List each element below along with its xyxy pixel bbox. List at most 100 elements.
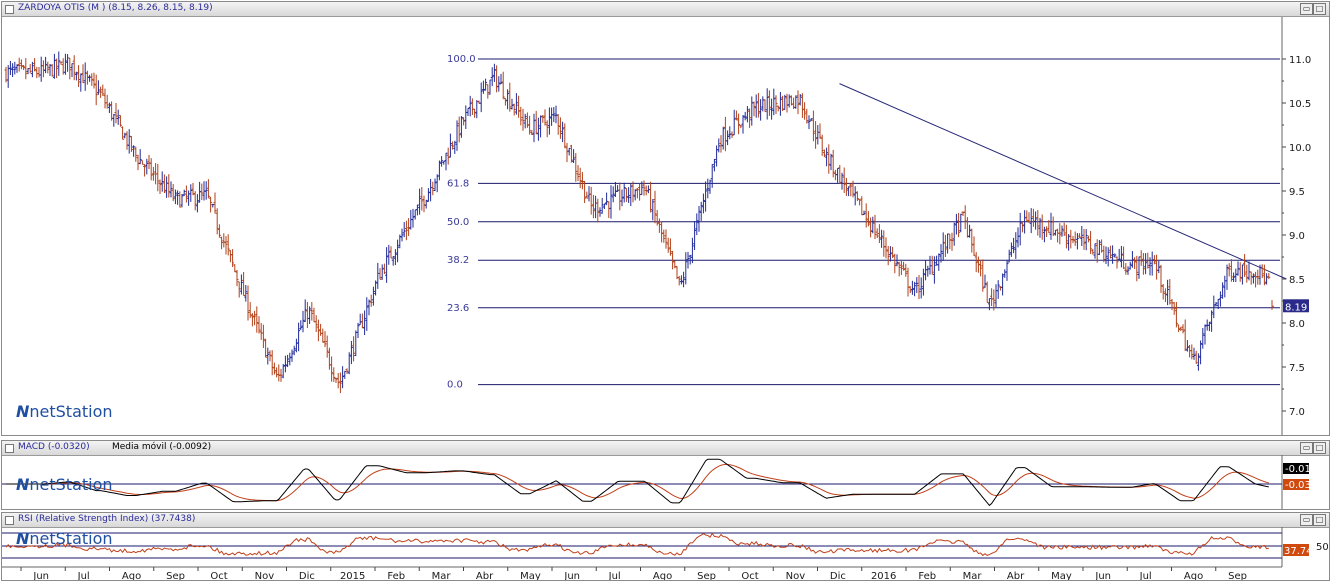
ohlc-bar	[1245, 264, 1249, 283]
ohlc-bar	[1203, 324, 1207, 345]
ohlc-bar	[178, 191, 182, 208]
price-titlebar: ZARDOYA OTIS (M ) (8.15, 8.26, 8.15, 8.1…	[2, 2, 1329, 17]
ohlc-bar	[503, 98, 507, 106]
ohlc-bar	[950, 232, 954, 251]
ohlc-bar	[1097, 240, 1101, 256]
ohlc-bar	[367, 299, 371, 316]
ohlc-bar	[1075, 232, 1079, 250]
ohlc-bar	[297, 322, 301, 352]
ohlc-bar	[627, 187, 631, 203]
ohlc-bar	[765, 88, 769, 120]
ohlc-bar	[1256, 269, 1260, 285]
ohlc-bar	[1225, 264, 1229, 290]
netstation-logo: NnetStation	[16, 475, 113, 494]
maximize-icon[interactable]: □	[1313, 442, 1326, 454]
logo-n-icon: N	[16, 529, 30, 548]
ohlc-bar	[638, 183, 642, 201]
ohlc-bar	[279, 368, 283, 382]
restore-icon[interactable]: ▭	[1300, 442, 1313, 454]
netstation-logo: NnetStation	[16, 402, 113, 421]
ohlc-bar	[939, 244, 943, 263]
ohlc-bar	[468, 95, 472, 117]
netstation-logo: NnetStation	[16, 529, 113, 548]
panel-menu-icon[interactable]	[5, 516, 14, 525]
macd-titlebar: MACD (-0.0320) Media móvil (-0.0092) ▭ □	[2, 441, 1329, 456]
restore-icon[interactable]: ▭	[1300, 3, 1313, 15]
maximize-icon[interactable]: □	[1313, 3, 1326, 15]
ohlc-bar	[1229, 259, 1233, 282]
ohlc-bar	[558, 117, 562, 139]
ohlc-bar	[147, 154, 151, 169]
ohlc-bar	[1124, 263, 1128, 275]
ohlc-bar	[127, 129, 131, 154]
macd-chart: 0.0-0.01-0.03	[2, 455, 1311, 509]
maximize-icon[interactable]: □	[1313, 514, 1326, 526]
ohlc-bar	[1064, 224, 1068, 249]
x-tick-label: Jul	[1139, 571, 1152, 580]
ohlc-bar	[30, 61, 34, 78]
ohlc-bar	[277, 364, 281, 382]
ohlc-bar	[1082, 229, 1086, 250]
x-tick-label: Jul	[608, 571, 621, 580]
ohlc-bar	[484, 78, 488, 91]
ohlc-bar	[1071, 235, 1075, 244]
ohlc-bar	[88, 74, 92, 82]
restore-icon[interactable]: ▭	[1300, 514, 1313, 526]
ohlc-bar	[521, 108, 525, 131]
ohlc-bar	[1084, 229, 1088, 251]
ohlc-bar	[508, 82, 512, 112]
x-tick-label: Ago	[653, 571, 672, 580]
ohlc-bar	[858, 198, 862, 206]
ohlc-bar	[125, 131, 129, 150]
ohlc-bar	[345, 368, 349, 374]
ohlc-bar	[657, 218, 661, 233]
ohlc-bar	[871, 216, 875, 234]
ohlc-bar	[913, 281, 917, 297]
ohlc-bar	[292, 345, 296, 356]
x-tick-label: Abr	[1007, 571, 1025, 580]
ohlc-bar	[640, 181, 644, 196]
ohlc-bar	[492, 63, 496, 82]
ohlc-bar	[1005, 260, 1009, 281]
rsi-line	[5, 532, 1269, 557]
ohlc-bar	[596, 198, 600, 223]
ohlc-bar	[451, 141, 455, 150]
ohlc-bar	[224, 236, 228, 255]
ohlc-bar	[1190, 344, 1194, 360]
ohlc-bar	[413, 209, 417, 220]
ohlc-bar	[822, 149, 826, 158]
ohlc-bar	[138, 149, 142, 165]
ohlc-bar	[932, 256, 936, 284]
ohlc-bar	[1170, 299, 1174, 311]
ohlc-bar	[145, 158, 149, 175]
ohlc-bar	[387, 244, 391, 265]
ohlc-bar	[338, 372, 342, 394]
ohlc-bar	[17, 57, 21, 72]
y-tick-label: 8.0	[1289, 319, 1305, 330]
ohlc-bar	[259, 322, 263, 340]
ohlc-bar	[1020, 222, 1024, 233]
ohlc-bar	[244, 284, 248, 302]
ohlc-bar	[347, 352, 351, 375]
panel-menu-icon[interactable]	[5, 5, 14, 14]
ohlc-bar	[321, 328, 325, 343]
last-price-tag	[1283, 299, 1309, 313]
ohlc-bar	[778, 91, 782, 116]
ohlc-bar	[528, 115, 532, 135]
ohlc-bar	[1148, 257, 1152, 276]
ohlc-bar	[330, 356, 334, 382]
ohlc-bar	[787, 94, 791, 108]
ohlc-bar	[772, 88, 776, 116]
ohlc-bar	[255, 306, 259, 333]
ohlc-bar	[341, 366, 345, 389]
ohlc-bar	[609, 185, 613, 219]
ohlc-bar	[437, 160, 441, 181]
x-tick-label: Jun	[32, 571, 49, 580]
ohlc-bar	[565, 142, 569, 163]
rsi-value: 37.74	[1284, 546, 1313, 557]
ohlc-bar	[114, 102, 118, 124]
ohlc-bar	[970, 228, 974, 253]
ohlc-bar	[941, 232, 945, 261]
ohlc-bar	[1023, 210, 1027, 234]
panel-menu-icon[interactable]	[5, 444, 14, 453]
